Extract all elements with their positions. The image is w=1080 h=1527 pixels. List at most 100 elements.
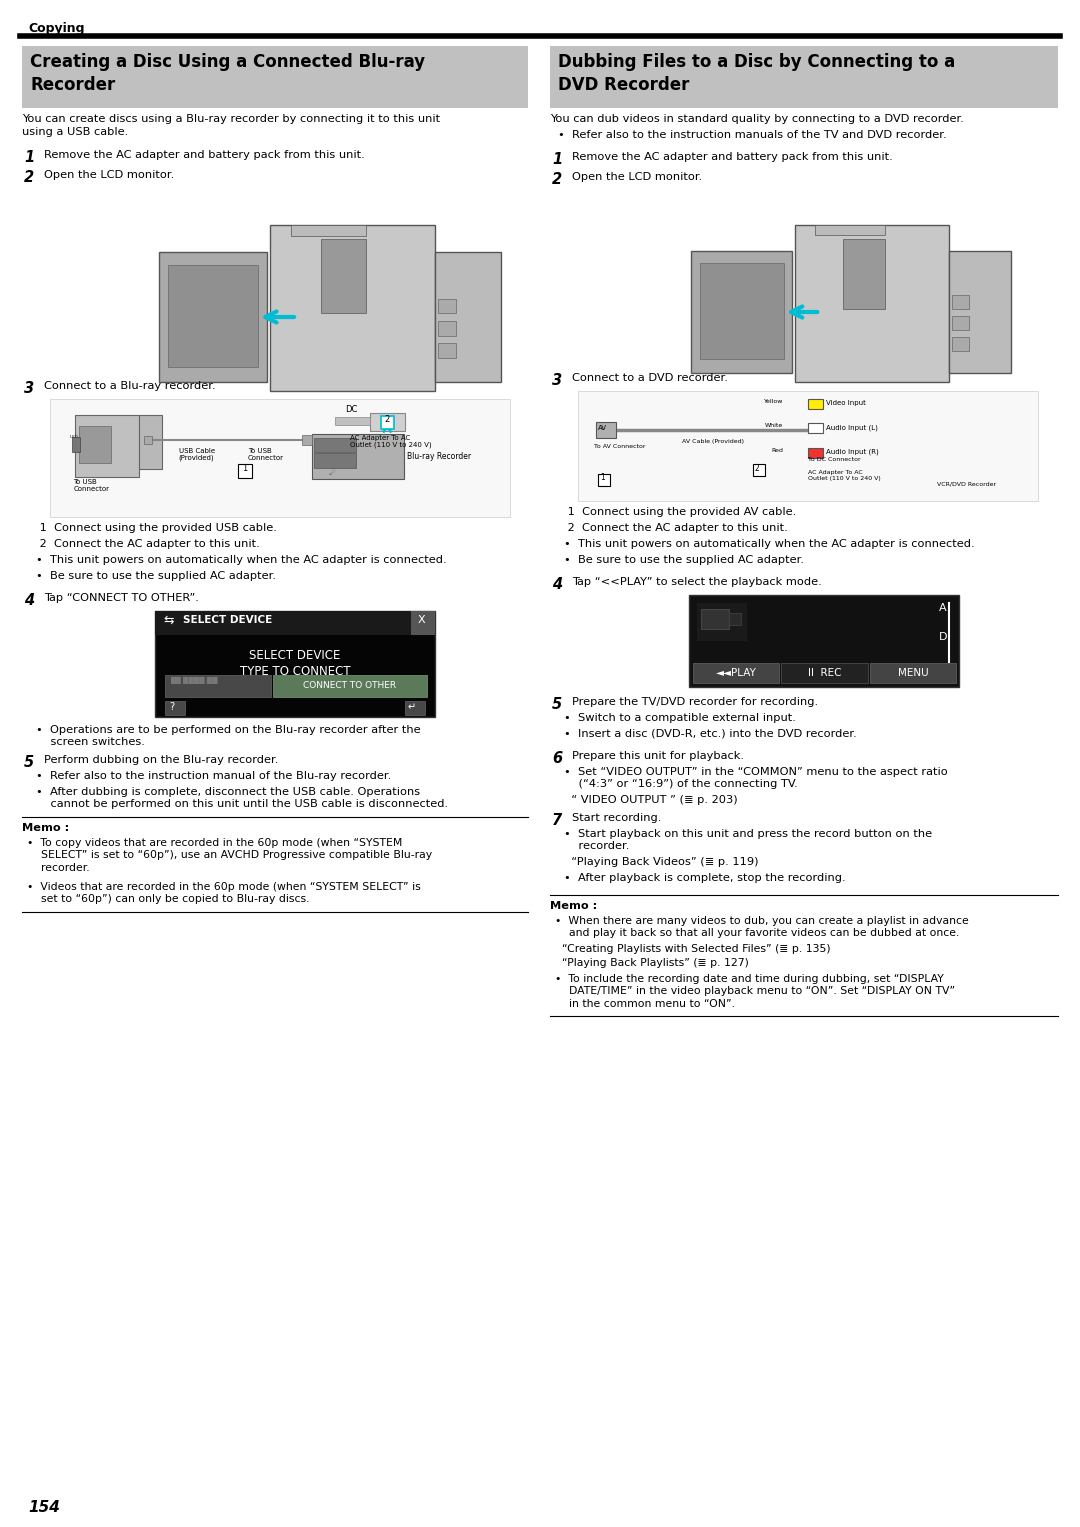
- Text: ⇆: ⇆: [163, 614, 174, 628]
- Text: VCR/DVD Recorder: VCR/DVD Recorder: [936, 481, 996, 486]
- Text: 7: 7: [552, 812, 562, 828]
- Text: •  Videos that are recorded in the 60p mode (when “SYSTEM SELECT” is
    set to : • Videos that are recorded in the 60p mo…: [27, 883, 421, 904]
- Text: 1: 1: [552, 153, 562, 166]
- Text: Prepare this unit for playback.: Prepare this unit for playback.: [572, 751, 744, 760]
- Bar: [808, 447, 823, 458]
- Bar: [312, 434, 404, 479]
- Text: 4: 4: [24, 592, 35, 608]
- Text: •  Insert a disc (DVD-R, etc.) into the DVD recorder.: • Insert a disc (DVD-R, etc.) into the D…: [564, 728, 856, 739]
- Text: Prepare the TV/DVD recorder for recording.: Prepare the TV/DVD recorder for recordin…: [572, 696, 819, 707]
- Text: •  Refer also to the instruction manual of the Blu-ray recorder.: • Refer also to the instruction manual o…: [36, 771, 391, 780]
- Text: •  To include the recording date and time during dubbing, set “DISPLAY
    DATE/: • To include the recording date and time…: [555, 974, 955, 1009]
- Bar: [782, 663, 868, 683]
- Text: White: White: [765, 423, 783, 429]
- Text: D: D: [939, 632, 947, 641]
- Text: •  Set “VIDEO OUTPUT” in the “COMMON” menu to the aspect ratio
    (“4:3” or “16: • Set “VIDEO OUTPUT” in the “COMMON” men…: [564, 767, 948, 789]
- Text: •  Be sure to use the supplied AC adapter.: • Be sure to use the supplied AC adapter…: [564, 554, 804, 565]
- Text: 3: 3: [552, 373, 562, 388]
- Text: ◄◄PLAY: ◄◄PLAY: [716, 667, 757, 678]
- Bar: [550, 46, 1058, 108]
- Bar: [335, 417, 370, 425]
- Bar: [156, 611, 435, 718]
- Text: Red: Red: [771, 447, 783, 452]
- Text: II  REC: II REC: [808, 667, 841, 678]
- Text: You can create discs using a Blu-ray recorder by connecting it to this unit
usin: You can create discs using a Blu-ray rec…: [22, 115, 441, 137]
- Text: Tap “<<PLAY” to select the playback mode.: Tap “<<PLAY” to select the playback mode…: [572, 577, 822, 586]
- Text: Video Input: Video Input: [826, 400, 866, 406]
- Bar: [314, 454, 355, 467]
- Text: Connect to a DVD recorder.: Connect to a DVD recorder.: [572, 373, 728, 383]
- Bar: [951, 316, 969, 330]
- Bar: [697, 603, 747, 641]
- Text: •  To copy videos that are recorded in the 60p mode (when “SYSTEM
    SELECT” is: • To copy videos that are recorded in th…: [27, 838, 432, 873]
- Text: To USB
Connector: To USB Connector: [247, 447, 284, 461]
- Text: 2: 2: [24, 169, 35, 185]
- Bar: [795, 224, 949, 382]
- Bar: [596, 421, 617, 438]
- Text: Open the LCD monitor.: Open the LCD monitor.: [44, 169, 174, 180]
- Text: ↵: ↵: [408, 702, 416, 712]
- Text: •  This unit powers on automatically when the AC adapter is connected.: • This unit powers on automatically when…: [564, 539, 974, 550]
- Text: 3: 3: [24, 382, 35, 395]
- Text: 2: 2: [552, 173, 562, 186]
- Text: Yellow: Yellow: [764, 399, 783, 405]
- Text: 154: 154: [28, 1500, 59, 1515]
- Text: Blu-ray Recorder: Blu-ray Recorder: [407, 452, 471, 461]
- Text: •  Switch to a compatible external input.: • Switch to a compatible external input.: [564, 713, 796, 722]
- Bar: [951, 295, 969, 308]
- Text: “ VIDEO OUTPUT ” (≣ p. 203): “ VIDEO OUTPUT ” (≣ p. 203): [564, 796, 738, 805]
- Bar: [239, 464, 253, 478]
- Text: •  Be sure to use the supplied AC adapter.: • Be sure to use the supplied AC adapter…: [36, 571, 276, 580]
- Text: 1  Connect using the provided AV cable.: 1 Connect using the provided AV cable.: [564, 507, 796, 518]
- Text: Audio Input (R): Audio Input (R): [826, 449, 879, 455]
- Bar: [139, 415, 162, 469]
- Bar: [165, 675, 271, 696]
- Bar: [578, 391, 1038, 501]
- Text: To USB
Connector: To USB Connector: [73, 478, 109, 492]
- Text: You can dub videos in standard quality by connecting to a DVD recorder.: You can dub videos in standard quality b…: [550, 115, 963, 124]
- Text: AV Cable (Provided): AV Cable (Provided): [683, 440, 744, 444]
- Text: USB Cable
(Provided): USB Cable (Provided): [179, 447, 215, 461]
- Text: “Creating Playlists with Selected Files” (≣ p. 135): “Creating Playlists with Selected Files”…: [555, 944, 831, 954]
- Text: 1: 1: [600, 473, 605, 483]
- Text: CONNECT TO OTHER: CONNECT TO OTHER: [303, 681, 396, 690]
- Text: Tap “CONNECT TO OTHER”.: Tap “CONNECT TO OTHER”.: [44, 592, 199, 603]
- Text: 1: 1: [242, 464, 247, 473]
- Text: •  After dubbing is complete, disconnect the USB cable. Operations
    cannot be: • After dubbing is complete, disconnect …: [36, 786, 448, 809]
- Text: Copying: Copying: [28, 21, 84, 35]
- Text: X: X: [418, 615, 426, 625]
- Bar: [22, 46, 528, 108]
- Text: DVD Recorder: DVD Recorder: [558, 76, 689, 95]
- Text: 2  Connect the AC adapter to this unit.: 2 Connect the AC adapter to this unit.: [564, 524, 787, 533]
- Text: Start recording.: Start recording.: [572, 812, 661, 823]
- Bar: [435, 252, 501, 382]
- Text: TYPE TO CONNECT: TYPE TO CONNECT: [240, 664, 350, 678]
- Text: 6: 6: [552, 751, 562, 767]
- Text: Memo :: Memo :: [22, 823, 69, 834]
- Bar: [753, 464, 765, 475]
- Bar: [270, 224, 435, 391]
- Bar: [156, 611, 435, 635]
- Bar: [301, 435, 312, 444]
- Bar: [75, 415, 139, 476]
- Bar: [438, 344, 456, 357]
- Text: 1: 1: [24, 150, 35, 165]
- Text: 1  Connect using the provided USB cable.: 1 Connect using the provided USB cable.: [36, 524, 276, 533]
- Bar: [411, 611, 435, 635]
- Bar: [314, 438, 355, 452]
- Text: 5: 5: [24, 754, 35, 770]
- Text: DC: DC: [346, 405, 357, 414]
- Bar: [321, 240, 366, 313]
- Bar: [165, 701, 185, 715]
- Bar: [405, 701, 426, 715]
- Bar: [949, 250, 1011, 373]
- Bar: [380, 415, 394, 429]
- Bar: [842, 238, 885, 308]
- Text: •  Refer also to the instruction manuals of the TV and DVD recorder.: • Refer also to the instruction manuals …: [558, 130, 947, 140]
- Bar: [438, 321, 456, 336]
- Bar: [598, 473, 610, 486]
- Text: Dubbing Files to a Disc by Connecting to a: Dubbing Files to a Disc by Connecting to…: [558, 53, 955, 70]
- Text: Open the LCD monitor.: Open the LCD monitor.: [572, 173, 702, 182]
- Bar: [370, 412, 405, 431]
- Text: 5: 5: [552, 696, 562, 712]
